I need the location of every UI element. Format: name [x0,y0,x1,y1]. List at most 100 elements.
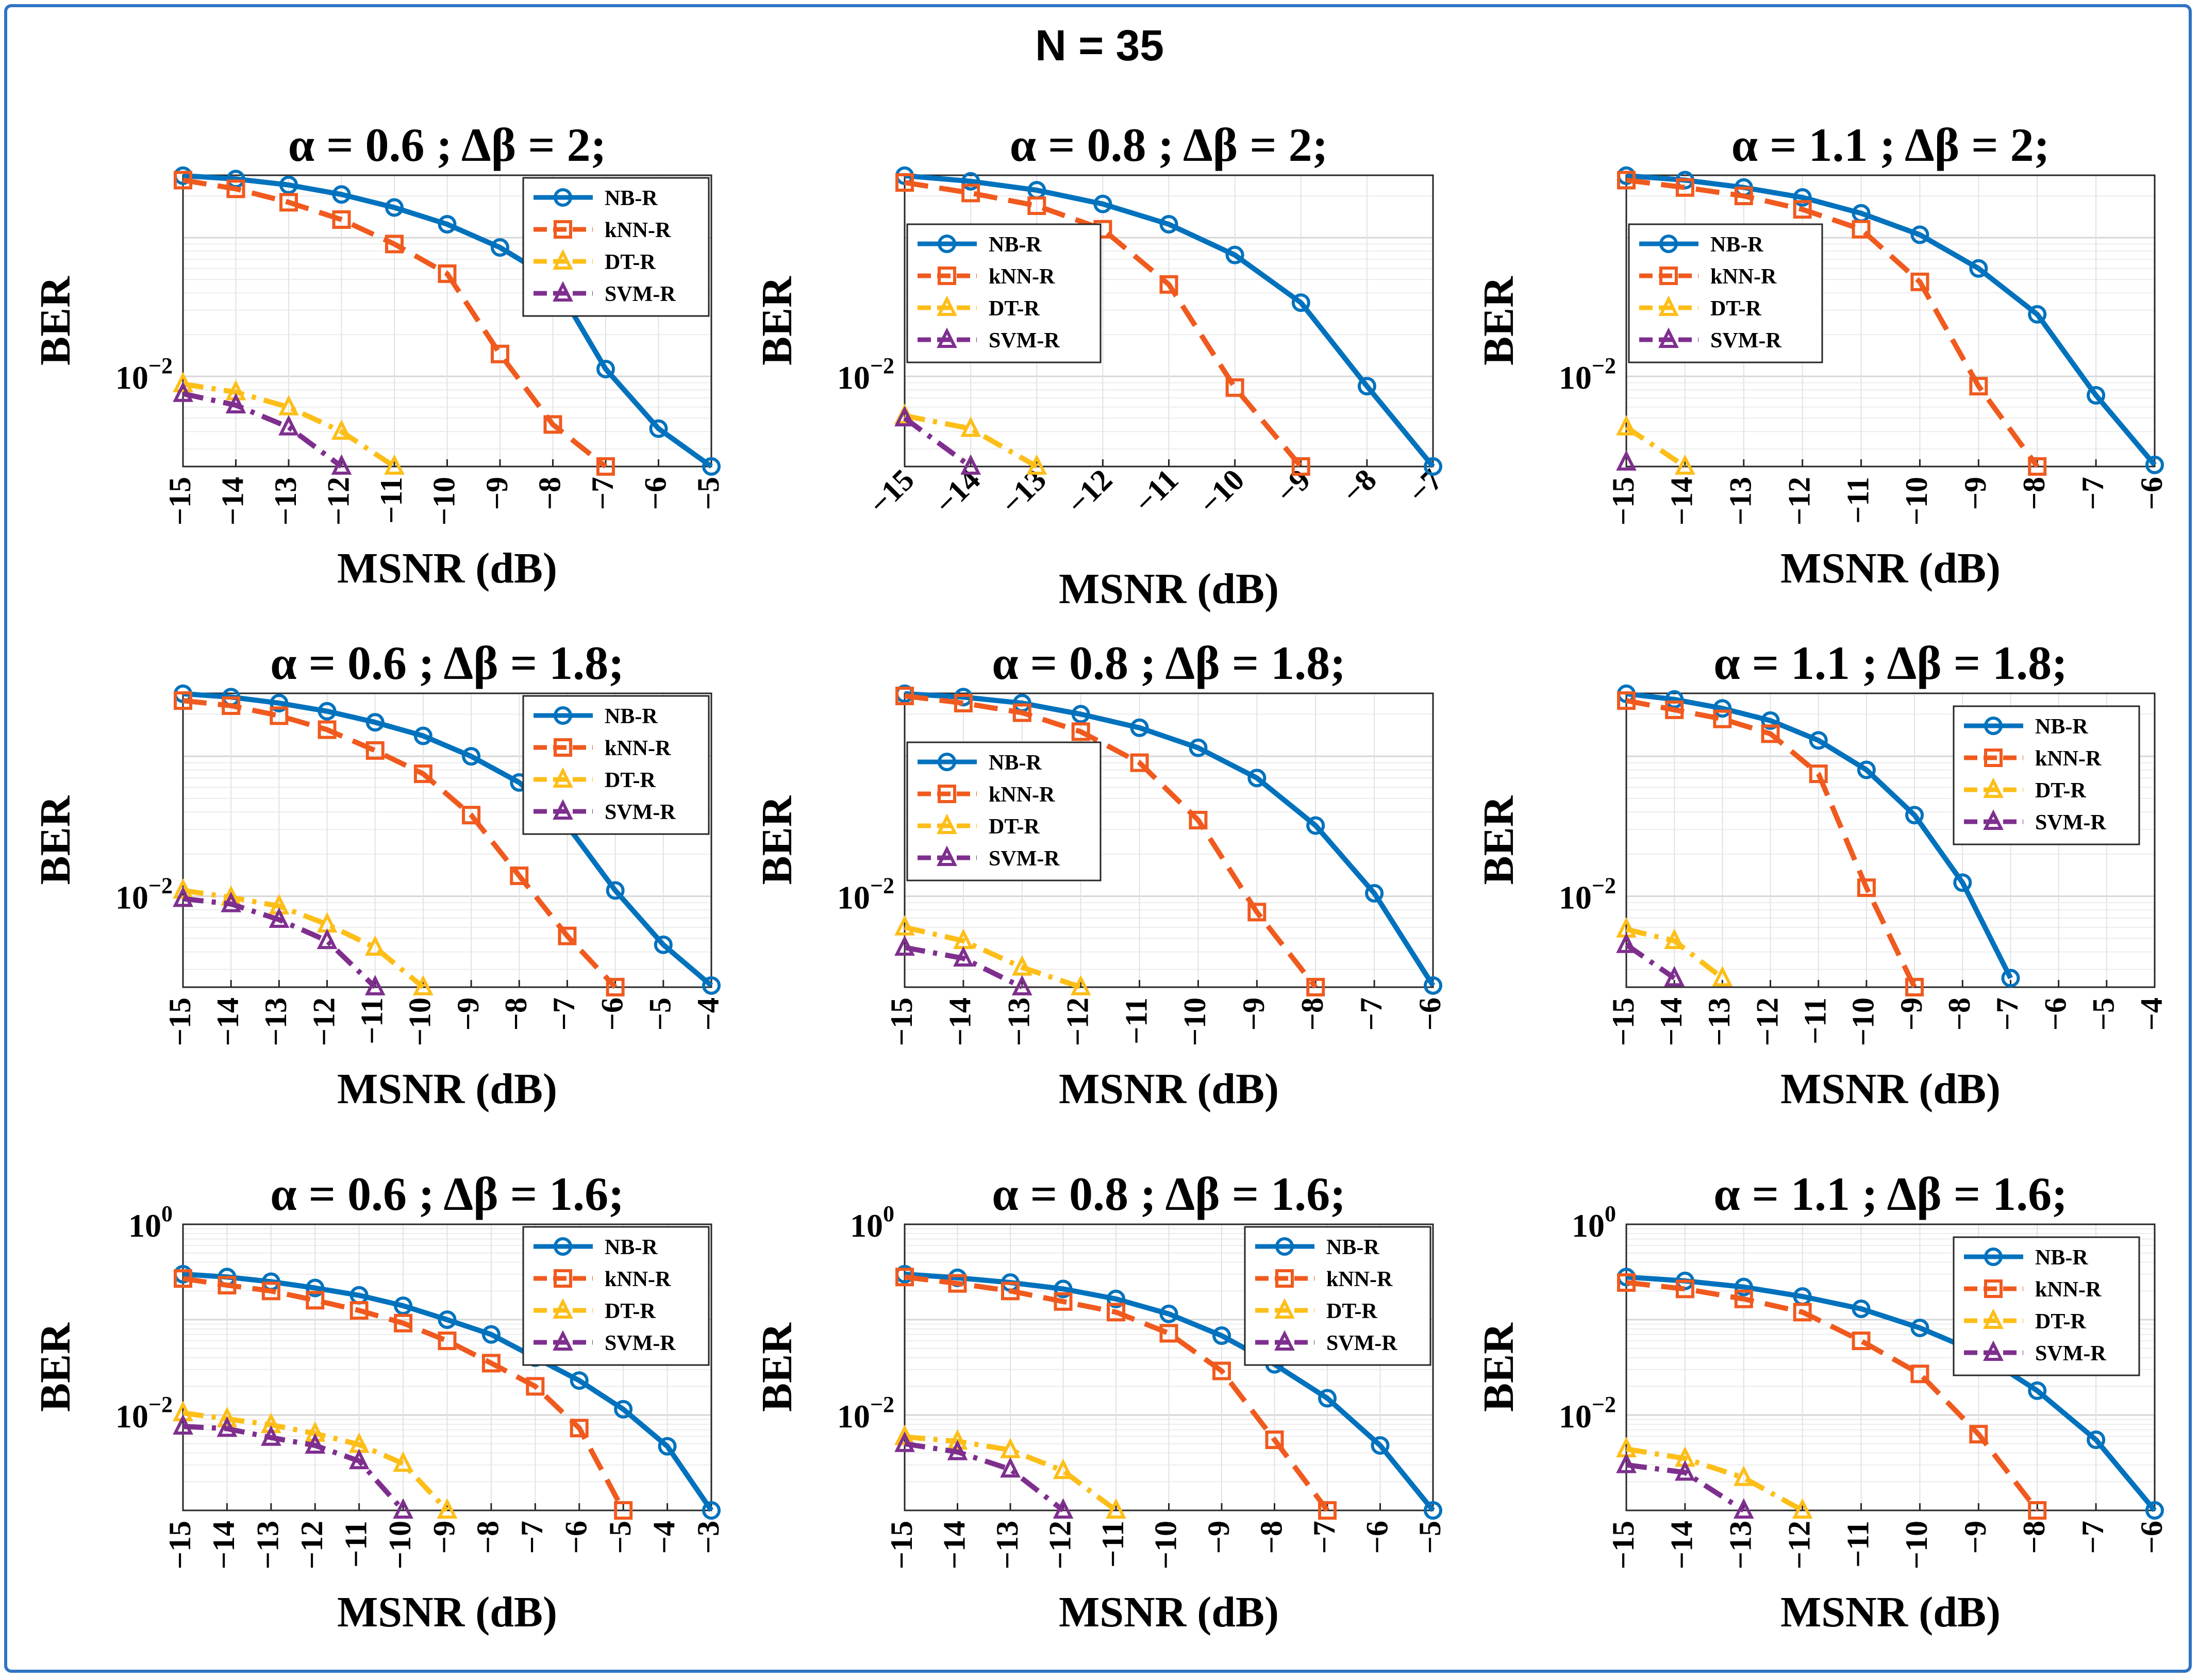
legend-marker [554,188,572,207]
x-tick-label: −13 [990,1521,1024,1569]
legend-label: NB-R [989,751,1042,775]
legend-label: NB-R [2035,715,2088,739]
legend-marker [1274,1330,1295,1351]
x-tick-label: −14 [211,997,245,1046]
data-point [1371,1436,1390,1455]
legend-marker [938,785,956,803]
data-point [413,975,434,995]
x-tick-label: −10 [1192,462,1251,521]
y-axis-label: BER [1475,795,1523,885]
data-point [1054,1292,1073,1311]
data-point [1306,816,1325,835]
data-point [413,764,432,784]
legend-label: DT-R [2035,779,2086,803]
legend-label: kNN-R [1326,1268,1393,1291]
x-tick-label: −10 [427,477,461,525]
data-point [1616,415,1637,436]
subplot-title: α = 0.8 ; Δβ = 1.6; [992,1168,1346,1220]
data-point [606,881,625,900]
x-tick-label: −9 [427,1521,461,1554]
data-point [1809,731,1828,750]
legend-label: SVM-R [989,329,1060,353]
series-svm-r [1616,1453,1754,1519]
y-tick-label: 10−2 [837,873,894,916]
subplot-title: α = 1.1 ; Δβ = 2; [1731,119,2050,171]
data-point [318,702,337,721]
data-point [1071,705,1090,724]
series-svm-r [1616,932,1685,987]
data-point [331,454,352,475]
data-point [1910,272,1929,291]
legend-marker [1983,777,2004,798]
series-knn-r [1617,691,1924,996]
series-line [1626,1446,1804,1513]
data-point [1712,966,1733,987]
x-tick-label: −6 [595,997,629,1030]
series-nb-r [1617,684,2020,988]
legend-marker [938,267,956,285]
legend-label: SVM-R [2035,811,2106,835]
series-svm-r [173,381,352,475]
legend-marker [554,1269,572,1288]
data-point [1969,259,1988,278]
y-tick-label: 100 [850,1201,894,1244]
data-point [332,210,351,229]
legend-marker [554,220,572,239]
data-point [1675,178,1694,197]
x-tick-label: −8 [2017,477,2051,510]
legend-marker [554,738,572,757]
data-point [331,419,352,440]
series-line [1626,173,2157,467]
data-point [1247,903,1267,922]
series-line [182,173,713,469]
x-tick-label: −10 [1148,1521,1182,1569]
data-point [269,907,290,928]
x-tick-label: −9 [1958,477,1992,510]
data-point [1734,1277,1753,1296]
x-tick-label: −13 [251,1521,285,1569]
data-point [1212,1326,1231,1345]
x-tick-label: −11 [339,1521,373,1568]
x-tick-label: −5 [1413,1521,1447,1554]
legend-marker [553,767,573,788]
data-point [960,416,981,437]
x-tick-label: −8 [1942,997,1976,1030]
legend-label: SVM-R [605,1332,676,1355]
x-axis-label: MSNR (dB) [1780,544,2001,592]
data-point [1189,810,1208,829]
legend: NB-R kNN-R DT-R SVM-R [522,1226,710,1366]
data-point [526,1377,545,1396]
legend-label: DT-R [605,1300,656,1323]
x-tick-label: −15 [163,997,197,1046]
data-point [438,214,457,234]
data-point [1793,1303,1812,1322]
data-point [558,926,577,945]
data-point [306,1278,325,1298]
data-point [438,1310,457,1329]
x-axis-label: MSNR (dB) [1780,1065,2001,1113]
x-tick-label: −14 [207,1521,241,1569]
x-tick-label: −6 [1360,1521,1394,1554]
x-tick-label: −6 [2038,997,2072,1030]
y-tick-label: 10−2 [1559,873,1616,916]
data-point [1000,1457,1021,1478]
x-tick-label: −6 [559,1521,593,1554]
data-point [1159,1324,1178,1343]
series-line [1625,425,1687,469]
subplot-title: α = 0.8 ; Δβ = 2; [1010,119,1328,171]
y-axis-label: BER [31,1322,79,1412]
x-tick-label: −5 [691,477,725,510]
legend-label: kNN-R [1710,265,1777,289]
data-point [2145,455,2164,474]
data-point [1012,703,1031,722]
legend: NB-R kNN-R DT-R SVM-R [522,695,710,835]
data-point [438,1332,457,1351]
data-point [1713,699,1732,718]
series-nb-r [1617,166,2164,474]
data-point [1852,1299,1871,1318]
series-line [1625,926,1724,980]
data-point [894,1424,915,1445]
data-point [1617,171,1636,190]
x-tick-label: −10 [383,1521,417,1569]
